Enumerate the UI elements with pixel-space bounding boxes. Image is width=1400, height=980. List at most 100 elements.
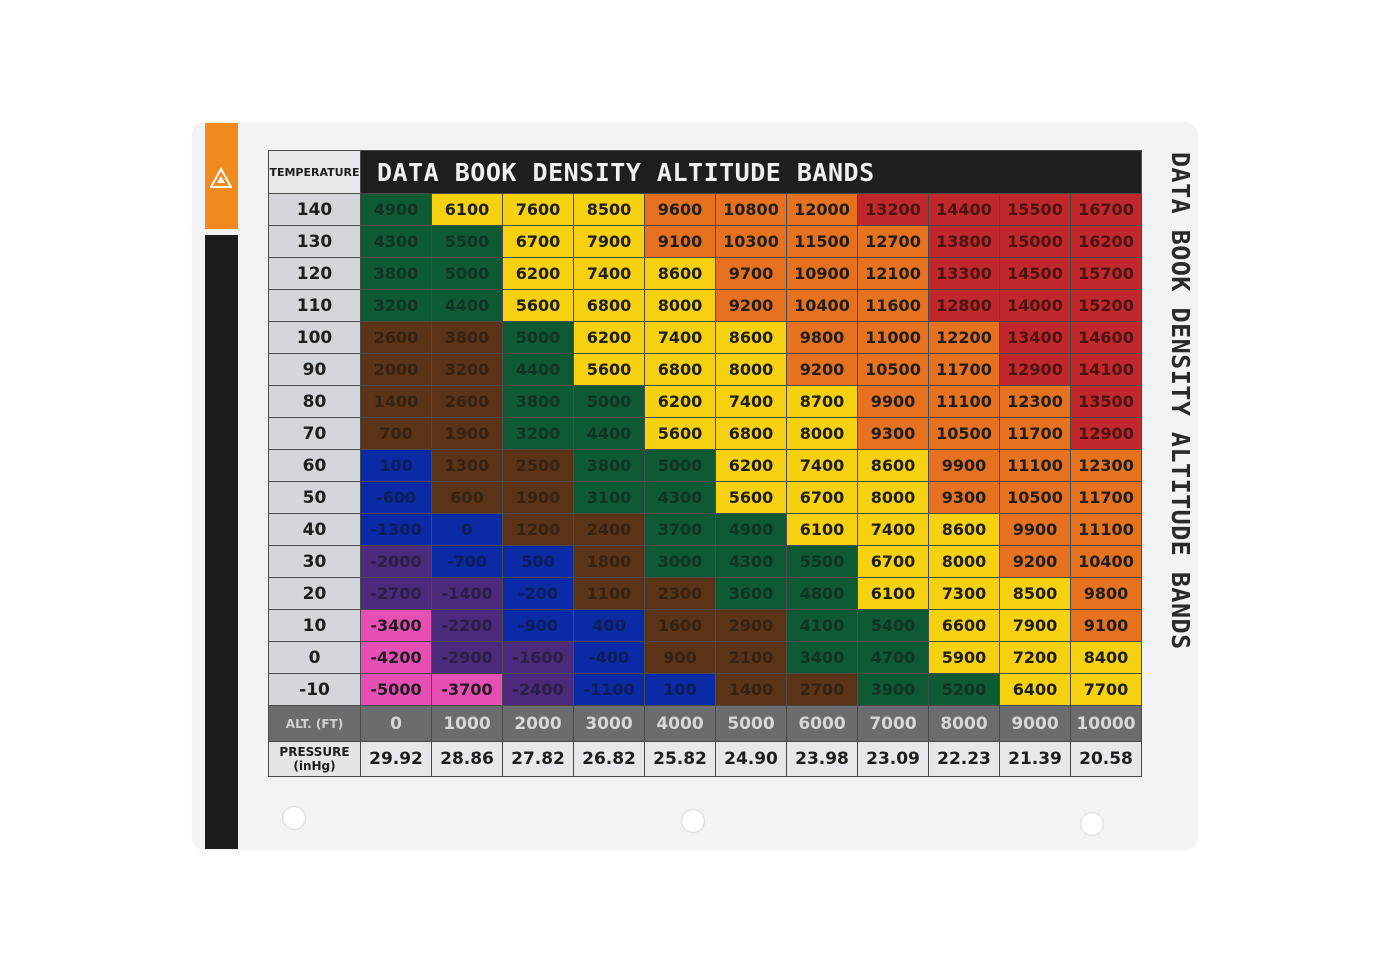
density-altitude-cell: 100 xyxy=(644,673,716,706)
density-altitude-cell: 10400 xyxy=(786,289,858,322)
altitude-value: 8000 xyxy=(928,705,1000,742)
density-altitude-cell: 4900 xyxy=(715,513,787,546)
density-altitude-cell: 6800 xyxy=(573,289,645,322)
altitude-value: 5000 xyxy=(715,705,787,742)
density-altitude-cell: 6800 xyxy=(644,353,716,386)
density-altitude-cell: 8000 xyxy=(644,289,716,322)
density-altitude-cell: -1600 xyxy=(502,641,574,674)
density-altitude-cell: 10400 xyxy=(1070,545,1142,578)
altitude-value: 10000 xyxy=(1070,705,1142,742)
density-altitude-cell: 2600 xyxy=(360,321,432,354)
temperature-label: 30 xyxy=(268,545,361,578)
density-altitude-cell: 6800 xyxy=(715,417,787,450)
density-altitude-cell: 11100 xyxy=(928,385,1000,418)
punch-hole-center xyxy=(681,809,705,833)
altitude-value: 2000 xyxy=(502,705,574,742)
pressure-value: 24.90 xyxy=(715,741,787,777)
density-altitude-cell: 15700 xyxy=(1070,257,1142,290)
density-altitude-cell: 9300 xyxy=(857,417,929,450)
density-altitude-cell: 5200 xyxy=(928,673,1000,706)
density-altitude-cell: 6400 xyxy=(999,673,1071,706)
density-altitude-cell: 3800 xyxy=(431,321,503,354)
density-altitude-cell: -1400 xyxy=(431,577,503,610)
density-altitude-cell: 12900 xyxy=(999,353,1071,386)
density-altitude-cell: 6600 xyxy=(928,609,1000,642)
density-altitude-cell: 3200 xyxy=(431,353,503,386)
density-altitude-cell: 11500 xyxy=(786,225,858,258)
temperature-label: 140 xyxy=(268,193,361,226)
density-altitude-cell: -400 xyxy=(573,641,645,674)
pressure-value: 23.98 xyxy=(786,741,858,777)
density-altitude-cell: 9800 xyxy=(786,321,858,354)
density-altitude-cell: 9200 xyxy=(999,545,1071,578)
density-altitude-cell: 16200 xyxy=(1070,225,1142,258)
temperature-label: 120 xyxy=(268,257,361,290)
density-altitude-cell: 8600 xyxy=(857,449,929,482)
temperature-row: 110 3200 4400 5600 6800 8000 9200 10400 11600 128… xyxy=(268,289,1142,322)
density-altitude-cell: 9200 xyxy=(786,353,858,386)
density-altitude-cell: 9100 xyxy=(1070,609,1142,642)
density-altitude-cell: 3900 xyxy=(857,673,929,706)
temperature-row: 20 -2700 -1400 -200 1100 2300 3600 4800 6100 7300… xyxy=(268,577,1142,610)
temperature-label: 130 xyxy=(268,225,361,258)
density-altitude-cell: 14000 xyxy=(999,289,1071,322)
black-edge-strip xyxy=(205,235,238,849)
density-altitude-cell: 6100 xyxy=(857,577,929,610)
altitude-label: ALT. (FT) xyxy=(268,705,361,742)
density-altitude-cell: 14500 xyxy=(999,257,1071,290)
side-title: DATA BOOK DENSITY ALTITUDE BANDS xyxy=(1162,152,1198,757)
temperature-row: 90 2000 3200 4400 5600 6800 8000 9200 10500 11700… xyxy=(268,353,1142,386)
density-altitude-cell: 15200 xyxy=(1070,289,1142,322)
density-altitude-cell: 11700 xyxy=(928,353,1000,386)
side-title-text: DATA BOOK DENSITY ALTITUDE BANDS xyxy=(1166,152,1195,650)
density-altitude-cell: 8700 xyxy=(786,385,858,418)
density-altitude-cell: 11600 xyxy=(857,289,929,322)
density-altitude-cell: 13300 xyxy=(928,257,1000,290)
density-altitude-cell: 10300 xyxy=(715,225,787,258)
density-altitude-cell: 6200 xyxy=(644,385,716,418)
punch-hole-right xyxy=(1080,812,1104,836)
density-altitude-cell: 7400 xyxy=(644,321,716,354)
density-altitude-cell: 11000 xyxy=(857,321,929,354)
density-altitude-cell: 8600 xyxy=(715,321,787,354)
altitude-value: 0 xyxy=(360,705,432,742)
density-altitude-cell: 15000 xyxy=(999,225,1071,258)
orange-edge-strip xyxy=(205,123,238,229)
temperature-label: 40 xyxy=(268,513,361,546)
density-altitude-cell: 5000 xyxy=(431,257,503,290)
temperature-label: 90 xyxy=(268,353,361,386)
density-altitude-cell: 13200 xyxy=(857,193,929,226)
density-altitude-cell: 3200 xyxy=(360,289,432,322)
density-altitude-cell: 2000 xyxy=(360,353,432,386)
density-altitude-cell: 6700 xyxy=(502,225,574,258)
density-altitude-cell: 13500 xyxy=(1070,385,1142,418)
temperature-label: 60 xyxy=(268,449,361,482)
temperature-row: 10 -3400 -2200 -900 400 1600 2900 4100 5400 6600 7… xyxy=(268,609,1142,642)
density-altitude-cell: 8400 xyxy=(1070,641,1142,674)
pressure-value: 21.39 xyxy=(999,741,1071,777)
density-altitude-cell: 8600 xyxy=(644,257,716,290)
density-altitude-cell: 5600 xyxy=(502,289,574,322)
temperature-label: 100 xyxy=(268,321,361,354)
density-altitude-cell: 2700 xyxy=(786,673,858,706)
density-altitude-cell: 8000 xyxy=(928,545,1000,578)
density-altitude-cell: -2900 xyxy=(431,641,503,674)
altitude-value: 3000 xyxy=(573,705,645,742)
density-altitude-cell: 5500 xyxy=(786,545,858,578)
density-altitude-cell: 11100 xyxy=(1070,513,1142,546)
density-altitude-cell: -5000 xyxy=(360,673,432,706)
temperature-label: 20 xyxy=(268,577,361,610)
density-altitude-cell: 1900 xyxy=(431,417,503,450)
density-altitude-cell: 5600 xyxy=(573,353,645,386)
density-altitude-cell: 3400 xyxy=(786,641,858,674)
density-altitude-cell: 700 xyxy=(360,417,432,450)
density-altitude-cell: 9200 xyxy=(715,289,787,322)
density-altitude-cell: 4100 xyxy=(786,609,858,642)
density-altitude-cell: 400 xyxy=(573,609,645,642)
density-altitude-cell: 4300 xyxy=(715,545,787,578)
density-altitude-cell: 1300 xyxy=(431,449,503,482)
density-altitude-cell: 4400 xyxy=(573,417,645,450)
density-altitude-cell: -2000 xyxy=(360,545,432,578)
temperature-row: 0 -4200 -2900 -1600 -400 900 2100 3400 4700 5900 7… xyxy=(268,641,1142,674)
temperature-row: 70 700 1900 3200 4400 5600 6800 8000 9300 10500 11… xyxy=(268,417,1142,450)
